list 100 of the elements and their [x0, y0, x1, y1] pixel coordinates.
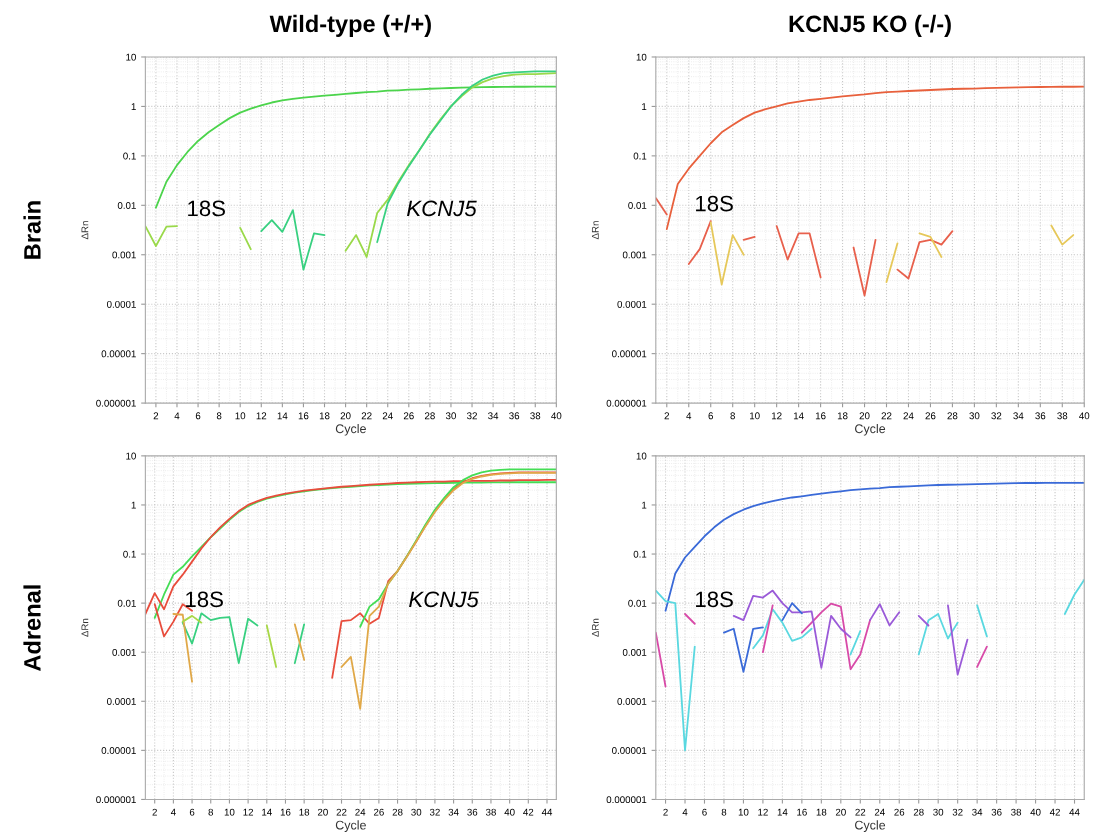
x-tick-label: 40 [504, 808, 515, 816]
chart-title: KCNJ5 KO (-/-) [789, 14, 951, 37]
x-tick-label: 16 [280, 808, 291, 816]
x-tick-label: 6 [702, 808, 707, 816]
x-tick-label: 4 [686, 412, 692, 420]
x-tick-label: 40 [1079, 412, 1090, 420]
x-tick-label: 10 [738, 808, 749, 816]
x-tick-label: 14 [777, 808, 788, 816]
x-tick-label: 38 [530, 412, 541, 420]
x-tick-label: 32 [991, 412, 1002, 420]
x-tick-label: 36 [509, 412, 520, 420]
x-tick-label: 16 [815, 412, 826, 420]
y-tick-label: 1 [642, 103, 647, 110]
x-tick-label: 18 [299, 808, 310, 816]
y-tick-label: 0.01 [628, 599, 647, 607]
y-tick-label: 0.00001 [101, 747, 136, 754]
y-tick-label: 10 [636, 452, 647, 460]
x-tick-label: 18 [319, 412, 330, 420]
x-tick-label: 38 [1011, 808, 1022, 816]
x-tick-label: 10 [235, 412, 246, 420]
annotation: KCNJ5 [409, 591, 479, 608]
x-tick-label: 2 [152, 808, 157, 816]
y-tick-label: 0.001 [112, 648, 136, 656]
y-tick-label: 1 [131, 501, 136, 509]
x-tick-label: 16 [298, 412, 309, 420]
x-tick-label: 14 [262, 808, 272, 816]
y-tick-label: 0.001 [622, 251, 647, 259]
y-tick-label: 0.00001 [612, 350, 647, 358]
x-tick-label: 24 [874, 808, 885, 816]
x-tick-label: 8 [208, 808, 214, 816]
x-tick-label: 4 [170, 808, 176, 816]
x-axis-title: Cycle [335, 423, 366, 436]
x-axis-title: Cycle [335, 820, 366, 832]
x-tick-label: 28 [913, 808, 924, 816]
x-tick-label: 22 [855, 808, 866, 816]
x-tick-label: 28 [947, 412, 958, 420]
x-tick-label: 10 [750, 412, 760, 420]
y-tick-label: 0.000001 [606, 399, 647, 407]
y-tick-label: 1 [642, 501, 647, 509]
y-tick-label: 0.001 [112, 251, 136, 259]
y-tick-label: 10 [126, 452, 136, 460]
y-tick-label: 0.01 [628, 202, 647, 209]
y-tick-label: 0.1 [123, 550, 136, 558]
x-tick-label: 8 [216, 412, 222, 420]
y-tick-label: 0.000001 [96, 399, 136, 407]
y-tick-label: 0.0001 [106, 300, 136, 308]
x-tick-label: 22 [361, 412, 372, 420]
x-tick-label: 14 [277, 412, 288, 420]
y-tick-label: 10 [636, 53, 647, 61]
y-tick-label: 0.00001 [612, 747, 647, 754]
x-tick-label: 42 [1049, 808, 1060, 816]
x-tick-label: 32 [467, 412, 477, 420]
y-tick-label: 0.1 [633, 152, 647, 160]
x-tick-label: 28 [392, 808, 403, 816]
x-tick-label: 22 [336, 808, 347, 816]
x-tick-label: 38 [485, 808, 496, 816]
x-tick-label: 42 [523, 808, 534, 816]
x-tick-label: 30 [411, 808, 422, 816]
x-axis-title: Cycle [855, 820, 886, 832]
x-tick-label: 30 [969, 412, 980, 420]
x-tick-label: 12 [771, 412, 782, 420]
y-tick-label: 0.01 [117, 599, 136, 607]
x-tick-label: 26 [403, 412, 414, 420]
x-tick-label: 32 [952, 808, 963, 816]
x-tick-label: 24 [382, 412, 393, 420]
y-tick-label: 1 [131, 103, 136, 110]
y-axis-title: ΔRn [81, 221, 89, 240]
annotation: 18S [186, 591, 223, 608]
x-tick-label: 26 [373, 808, 384, 816]
x-tick-label: 20 [859, 412, 870, 420]
x-tick-label: 18 [816, 808, 827, 816]
y-tick-label: 0.0001 [617, 698, 647, 705]
x-tick-label: 6 [195, 412, 201, 420]
x-tick-label: 34 [448, 808, 459, 816]
x-tick-label: 24 [903, 412, 914, 420]
y-tick-label: 0.01 [117, 202, 136, 209]
x-tick-label: 2 [663, 808, 668, 816]
y-axis-title: ΔRn [591, 221, 599, 240]
annotation: KCNJ5 [407, 200, 477, 217]
x-tick-label: 34 [972, 808, 983, 816]
x-tick-label: 20 [317, 808, 328, 816]
x-tick-label: 6 [189, 808, 195, 816]
x-tick-label: 38 [1057, 412, 1068, 420]
x-tick-label: 12 [758, 808, 768, 816]
x-tick-label: 20 [835, 808, 846, 816]
x-tick-label: 40 [551, 412, 562, 420]
x-tick-label: 40 [1030, 808, 1041, 816]
x-tick-label: 16 [797, 808, 807, 816]
x-tick-label: 14 [793, 412, 804, 420]
x-tick-label: 18 [837, 412, 848, 420]
x-tick-label: 44 [541, 808, 553, 816]
x-tick-label: 6 [708, 412, 714, 420]
y-tick-label: 0.0001 [617, 300, 647, 308]
y-tick-label: 0.000001 [96, 796, 136, 804]
x-tick-label: 2 [153, 412, 159, 420]
chart-title: Wild-type (+/+) [269, 14, 431, 37]
x-axis-title: Cycle [855, 423, 886, 436]
annotation: 18S [696, 195, 733, 212]
y-tick-label: 10 [126, 53, 136, 61]
x-tick-label: 44 [1069, 808, 1080, 816]
